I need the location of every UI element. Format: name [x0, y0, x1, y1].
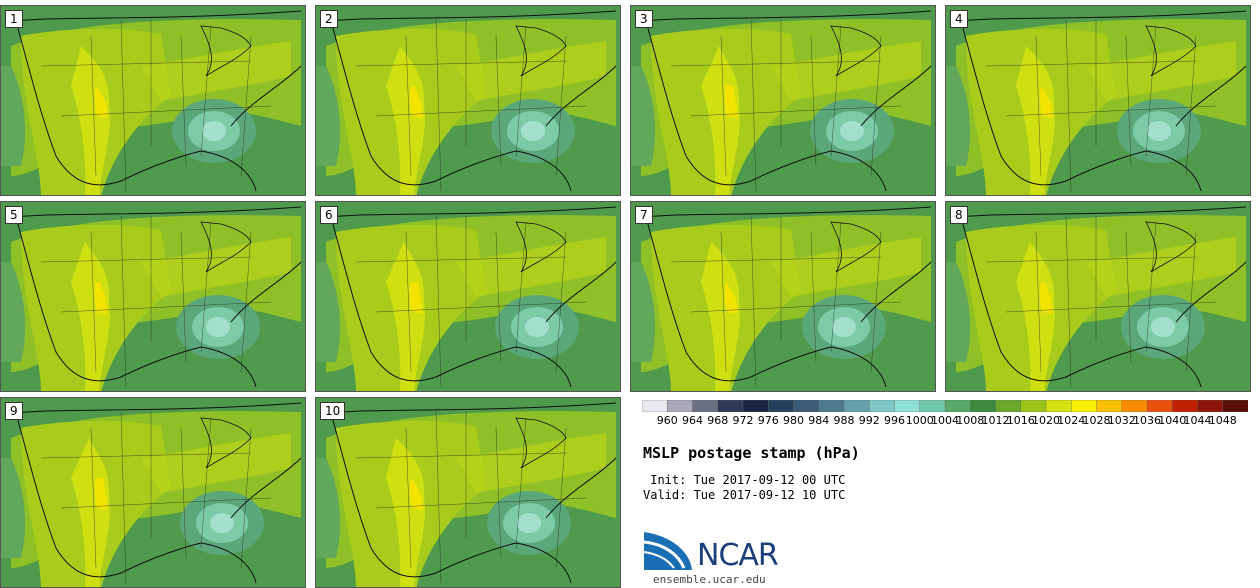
colorbar-swatch [1172, 400, 1198, 412]
colorbar-tick-label: 1032 [1107, 414, 1136, 427]
colorbar-swatch [692, 400, 719, 412]
colorbar-swatch [919, 400, 946, 412]
ensemble-url: ensemble.ucar.edu [653, 573, 766, 586]
colorbar-tick-label: 1000 [905, 414, 934, 427]
valid-time: Valid: Tue 2017-09-12 10 UTC [643, 488, 846, 502]
member-number-badge: 5 [5, 206, 23, 224]
us-map-icon [316, 6, 620, 195]
colorbar-tick-label: 964 [682, 414, 703, 427]
colorbar-swatch [1121, 400, 1148, 412]
member-number-badge: 4 [950, 10, 968, 28]
ncar-wordmark: NCAR [697, 538, 779, 573]
colorbar-tick-label: 1016 [1006, 414, 1035, 427]
us-map-icon [946, 6, 1250, 195]
ensemble-member-map: 1 [0, 5, 306, 196]
colorbar-tick-label: 988 [833, 414, 855, 427]
ensemble-member-map: 6 [315, 201, 621, 392]
colorbar-swatch [944, 400, 971, 412]
colorbar-swatch [1222, 400, 1248, 412]
colorbar-tick-label: 1044 [1183, 414, 1212, 427]
ensemble-member-map: 2 [315, 5, 621, 196]
ensemble-member-map: 3 [630, 5, 936, 196]
colorbar-swatch [869, 400, 895, 412]
colorbar-swatch [768, 400, 794, 412]
colorbar-tick-label: 1028 [1082, 414, 1111, 427]
colorbar-tick-label: 1048 [1208, 414, 1237, 427]
colorbar-tick-label: 972 [732, 414, 754, 427]
colorbar-tick-label: 984 [808, 414, 830, 427]
member-number-badge: 6 [320, 206, 338, 224]
member-number-badge: 7 [635, 206, 653, 224]
colorbar-swatch [1096, 400, 1123, 412]
us-map-icon [946, 202, 1250, 391]
ensemble-member-map: 4 [945, 5, 1251, 196]
colorbar-swatch [1045, 400, 1072, 412]
colorbar-swatch [1197, 400, 1224, 412]
colorbar-swatch [667, 400, 693, 412]
us-map-icon [1, 202, 305, 391]
colorbar-swatch [642, 400, 668, 412]
colorbar-swatch [717, 400, 744, 412]
colorbar-tick-label: 996 [884, 414, 905, 427]
figure-title: MSLP postage stamp (hPa) [643, 444, 860, 462]
colorbar-tick-label: 960 [656, 414, 678, 427]
colorbar-tick-label: 1012 [981, 414, 1010, 427]
colorbar-swatch [793, 400, 820, 412]
ncar-logo-icon [643, 532, 692, 570]
colorbar-swatch [843, 400, 870, 412]
colorbar-tick-label: 992 [858, 414, 880, 427]
member-number-badge: 2 [320, 10, 338, 28]
colorbar-tick-label: 968 [707, 414, 729, 427]
colorbar-swatch [1071, 400, 1097, 412]
colorbar-swatch [995, 400, 1022, 412]
member-number-badge: 10 [320, 402, 346, 420]
ensemble-member-map: 5 [0, 201, 306, 392]
member-number-badge: 9 [5, 402, 23, 420]
colorbar-tick-label: 1040 [1158, 414, 1187, 427]
member-number-badge: 8 [950, 206, 968, 224]
us-map-icon [631, 202, 935, 391]
colorbar-tick-label: 1008 [956, 414, 985, 427]
us-map-icon [1, 398, 305, 587]
ensemble-member-map: 8 [945, 201, 1251, 392]
colorbar-tick-label: 1020 [1032, 414, 1060, 427]
colorbar-tick-label: 976 [757, 414, 779, 427]
pressure-colorbar [642, 400, 1248, 412]
colorbar-tick-label: 1036 [1133, 414, 1161, 427]
colorbar-swatch [818, 400, 845, 412]
colorbar-swatch [1020, 400, 1047, 412]
colorbar-tick-label: 1004 [931, 414, 959, 427]
member-number-badge: 3 [635, 10, 653, 28]
ensemble-member-map: 7 [630, 201, 936, 392]
member-number-badge: 1 [5, 10, 23, 28]
colorbar-swatch [894, 400, 921, 412]
us-map-icon [1, 6, 305, 195]
colorbar-swatch [970, 400, 996, 412]
ensemble-member-map: 10 [315, 397, 621, 588]
colorbar-swatch [1146, 400, 1173, 412]
us-map-icon [631, 6, 935, 195]
colorbar-swatch [742, 400, 769, 412]
init-time: Init: Tue 2017-09-12 00 UTC [643, 473, 846, 487]
colorbar-tick-label: 980 [783, 414, 804, 427]
us-map-icon [316, 398, 620, 587]
colorbar-tick-label: 1024 [1057, 414, 1086, 427]
ensemble-member-map: 9 [0, 397, 306, 588]
us-map-icon [316, 202, 620, 391]
